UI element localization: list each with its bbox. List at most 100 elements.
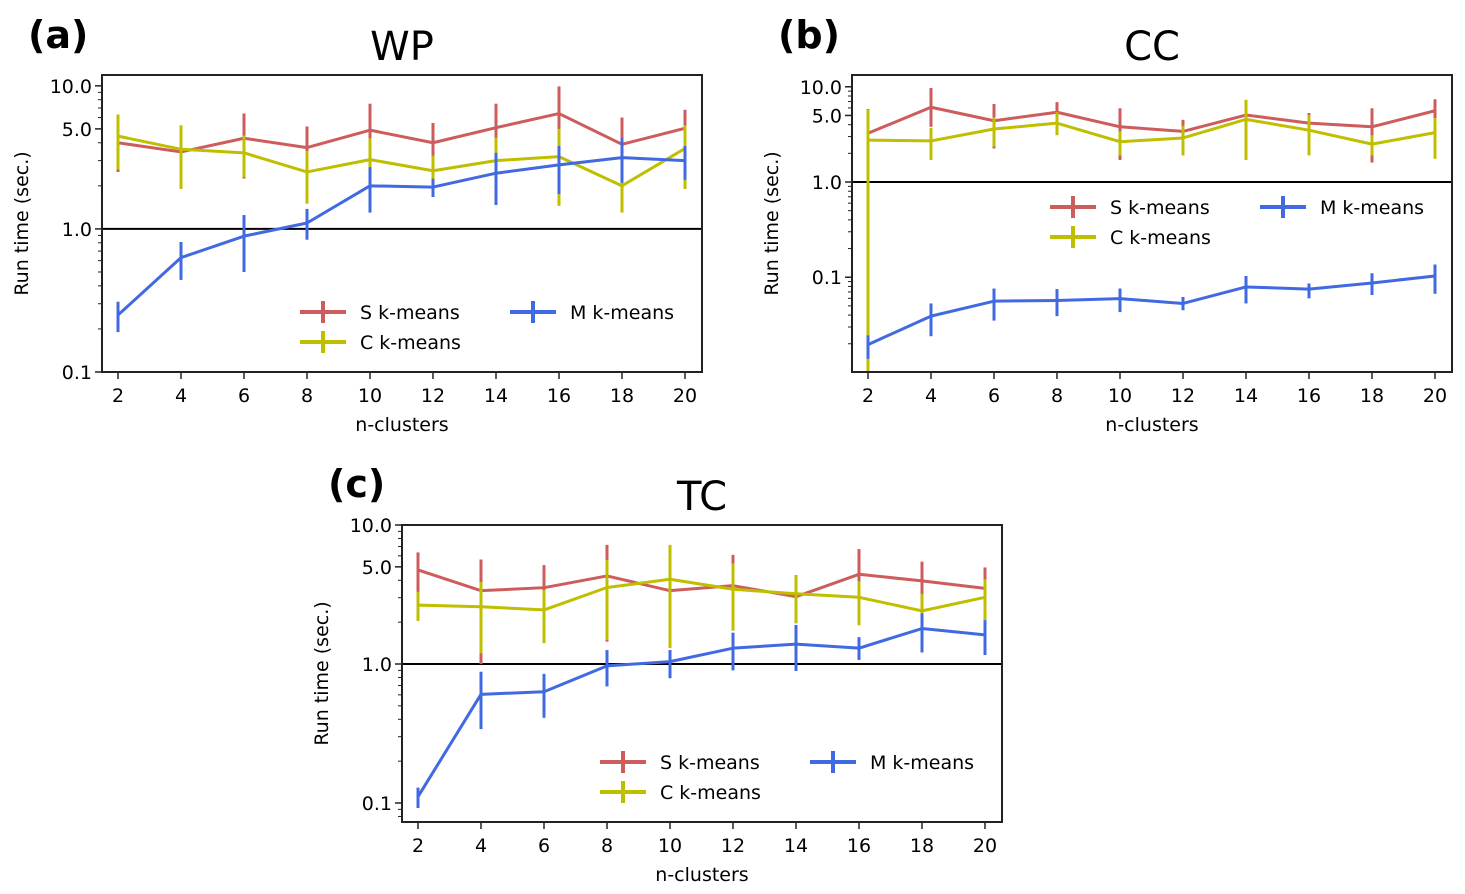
x-tick-label: 12: [1171, 385, 1195, 407]
data-point: [542, 586, 546, 590]
data-point: [416, 795, 420, 799]
y-tick-label: 1.0: [62, 219, 92, 241]
data-point: [920, 627, 924, 631]
x-tick-label: 4: [475, 835, 487, 857]
data-point: [992, 127, 996, 131]
x-tick-label: 2: [862, 385, 874, 407]
x-tick-label: 12: [721, 835, 745, 857]
panel-label: (a): [28, 13, 88, 57]
legend-item: C k-means: [300, 331, 461, 354]
data-point: [1118, 125, 1122, 129]
data-point: [1433, 109, 1437, 113]
y-tick-label: 1.0: [812, 172, 842, 194]
data-point: [1118, 140, 1122, 144]
legend-label: M k-means: [870, 752, 974, 774]
data-point: [479, 605, 483, 609]
x-tick-label: 10: [358, 385, 382, 407]
legend-item: C k-means: [600, 781, 761, 804]
data-point: [620, 184, 624, 188]
data-point: [1181, 136, 1185, 140]
series-line: [417, 568, 986, 599]
data-point: [731, 587, 735, 591]
panel-title: CC: [1124, 24, 1180, 70]
x-tick-label: 4: [175, 385, 187, 407]
y-tick-label: 0.1: [812, 267, 842, 289]
data-point: [179, 256, 183, 260]
x-tick-label: 20: [973, 835, 997, 857]
legend-label: C k-means: [660, 782, 761, 804]
x-tick-label: 2: [112, 385, 124, 407]
legend-item: S k-means: [300, 301, 460, 324]
x-tick-label: 16: [547, 385, 571, 407]
data-point: [1307, 128, 1311, 132]
y-tick-label: 10.0: [50, 76, 92, 98]
data-point: [431, 185, 435, 189]
data-point: [983, 633, 987, 637]
data-point: [116, 313, 120, 317]
x-axis-label: n-clusters: [655, 864, 748, 886]
series-line: [867, 274, 1436, 346]
data-point: [368, 128, 372, 132]
panel-label: (c): [328, 462, 385, 506]
data-point: [557, 112, 561, 116]
panel-title: WP: [370, 24, 434, 70]
data-point: [857, 595, 861, 599]
data-point: [1244, 285, 1248, 289]
plot-frame: [101, 74, 703, 373]
series-m-k-means: [866, 264, 1437, 359]
data-point: [1307, 287, 1311, 291]
legend: S k-means C k-means M k-means: [300, 301, 674, 354]
data-point: [494, 126, 498, 130]
legend-label: C k-means: [1110, 227, 1211, 249]
data-point: [794, 642, 798, 646]
data-point: [542, 690, 546, 694]
plot-area: [402, 544, 1002, 809]
data-point: [416, 603, 420, 607]
data-point: [305, 170, 309, 174]
data-point: [920, 579, 924, 583]
plot-area: [102, 86, 702, 333]
x-tick-label: 14: [1234, 385, 1258, 407]
legend-label: M k-means: [1320, 197, 1424, 219]
series-c-k-means: [866, 99, 1437, 372]
x-tick-label: 20: [673, 385, 697, 407]
data-point: [305, 146, 309, 150]
y-axis-label: Run time (sec.): [761, 151, 783, 295]
series-c-k-means: [116, 114, 687, 213]
data-point: [1433, 274, 1437, 278]
legend-item: C k-means: [1050, 226, 1211, 249]
legend-label: S k-means: [1110, 197, 1210, 219]
series-c-k-means: [416, 544, 987, 654]
x-tick-label: 16: [1297, 385, 1321, 407]
x-tick-label: 12: [421, 385, 445, 407]
data-point: [1118, 297, 1122, 301]
data-point: [1055, 298, 1059, 302]
x-tick-label: 8: [601, 835, 613, 857]
data-point: [794, 592, 798, 596]
series-line: [117, 134, 686, 188]
plot-frame: [401, 524, 1003, 823]
data-point: [305, 221, 309, 225]
legend: S k-means C k-means M k-means: [600, 751, 974, 804]
data-point: [668, 660, 672, 664]
y-tick-label: 5.0: [62, 119, 92, 141]
legend-label: S k-means: [660, 752, 760, 774]
data-point: [368, 184, 372, 188]
data-point: [920, 609, 924, 613]
y-tick-label: 1.0: [362, 654, 392, 676]
x-tick-label: 20: [1423, 385, 1447, 407]
y-axis-label: Run time (sec.): [311, 601, 333, 745]
legend-label: S k-means: [360, 302, 460, 324]
x-tick-label: 4: [925, 385, 937, 407]
data-point: [866, 343, 870, 347]
y-axis-label: Run time (sec.): [11, 151, 33, 295]
data-point: [431, 141, 435, 145]
data-point: [605, 586, 609, 590]
panel-a: (a) WP 2 4 6 8 10 12 14 16 18 20 0.1 1.0 5.0 10.0 n-clus…: [11, 13, 703, 436]
panel-c: (c) TC 2 4 6 8 10 12 14 16 18 20 0.1 1.0 5.0 10.0 n-clus…: [311, 462, 1003, 886]
x-tick-label: 10: [1108, 385, 1132, 407]
data-point: [731, 646, 735, 650]
data-point: [929, 314, 933, 318]
series-line: [116, 156, 686, 317]
x-tick-label: 16: [847, 835, 871, 857]
